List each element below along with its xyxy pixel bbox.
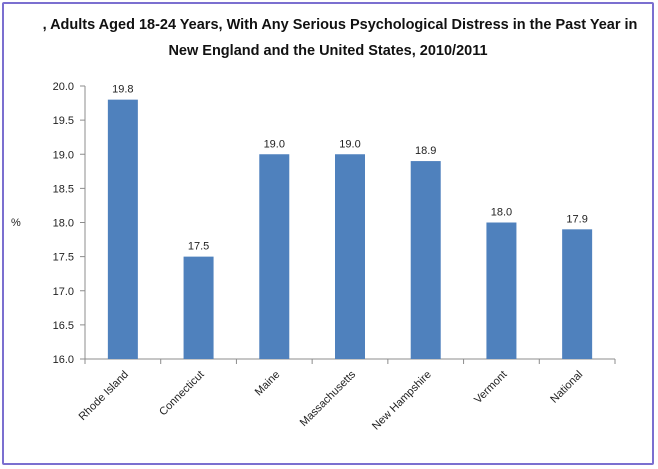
data-label: 18.0 bbox=[491, 207, 512, 219]
bar bbox=[259, 154, 290, 359]
x-tick-label: Rhode Island bbox=[77, 369, 131, 423]
x-tick-label: Massachusetts bbox=[298, 368, 359, 429]
data-label: 19.0 bbox=[339, 138, 360, 150]
data-label: 19.8 bbox=[112, 84, 133, 96]
data-label: 18.9 bbox=[415, 145, 436, 157]
x-tick-label: National bbox=[548, 369, 585, 406]
y-tick-label: 17.0 bbox=[53, 286, 74, 298]
y-tick-label: 18.0 bbox=[53, 218, 74, 230]
data-label: 17.5 bbox=[188, 241, 209, 253]
y-tick-label: 20.0 bbox=[53, 81, 74, 93]
x-tick-label: Maine bbox=[253, 369, 283, 399]
bar bbox=[335, 154, 365, 359]
x-tick-label: Vermont bbox=[472, 369, 509, 406]
y-tick-label: 19.5 bbox=[53, 115, 74, 127]
bar bbox=[486, 222, 517, 359]
bar-chart: 16.0 16.5 17.0 17.5 18.0 18.5 19.0 19.5 20.0% 19.… bbox=[11, 81, 616, 433]
data-label: 19.0 bbox=[264, 138, 285, 150]
y-tick-label: 18.5 bbox=[53, 183, 74, 195]
bar bbox=[107, 99, 138, 360]
y-tick-label: 16.5 bbox=[53, 320, 74, 332]
chart-frame: , Adults Aged 18-24 Years, With Any Seri… bbox=[2, 2, 654, 465]
y-tick-label: 17.5 bbox=[53, 252, 74, 264]
bar bbox=[183, 256, 214, 359]
bar bbox=[410, 161, 441, 359]
chart-title-line-1: , Adults Aged 18-24 Years, With Any Seri… bbox=[42, 17, 638, 33]
chart-title-line-2: New England and the United States, 2010/… bbox=[168, 43, 488, 59]
bar bbox=[562, 229, 593, 359]
x-tick-label: Connecticut bbox=[157, 369, 207, 419]
y-tick-label: 16.0 bbox=[53, 354, 74, 366]
x-tick-label: New Hampshire bbox=[370, 369, 434, 433]
data-label: 17.9 bbox=[566, 213, 587, 225]
y-tick-label: 19.0 bbox=[53, 149, 74, 161]
y-axis-label: % bbox=[11, 217, 21, 229]
